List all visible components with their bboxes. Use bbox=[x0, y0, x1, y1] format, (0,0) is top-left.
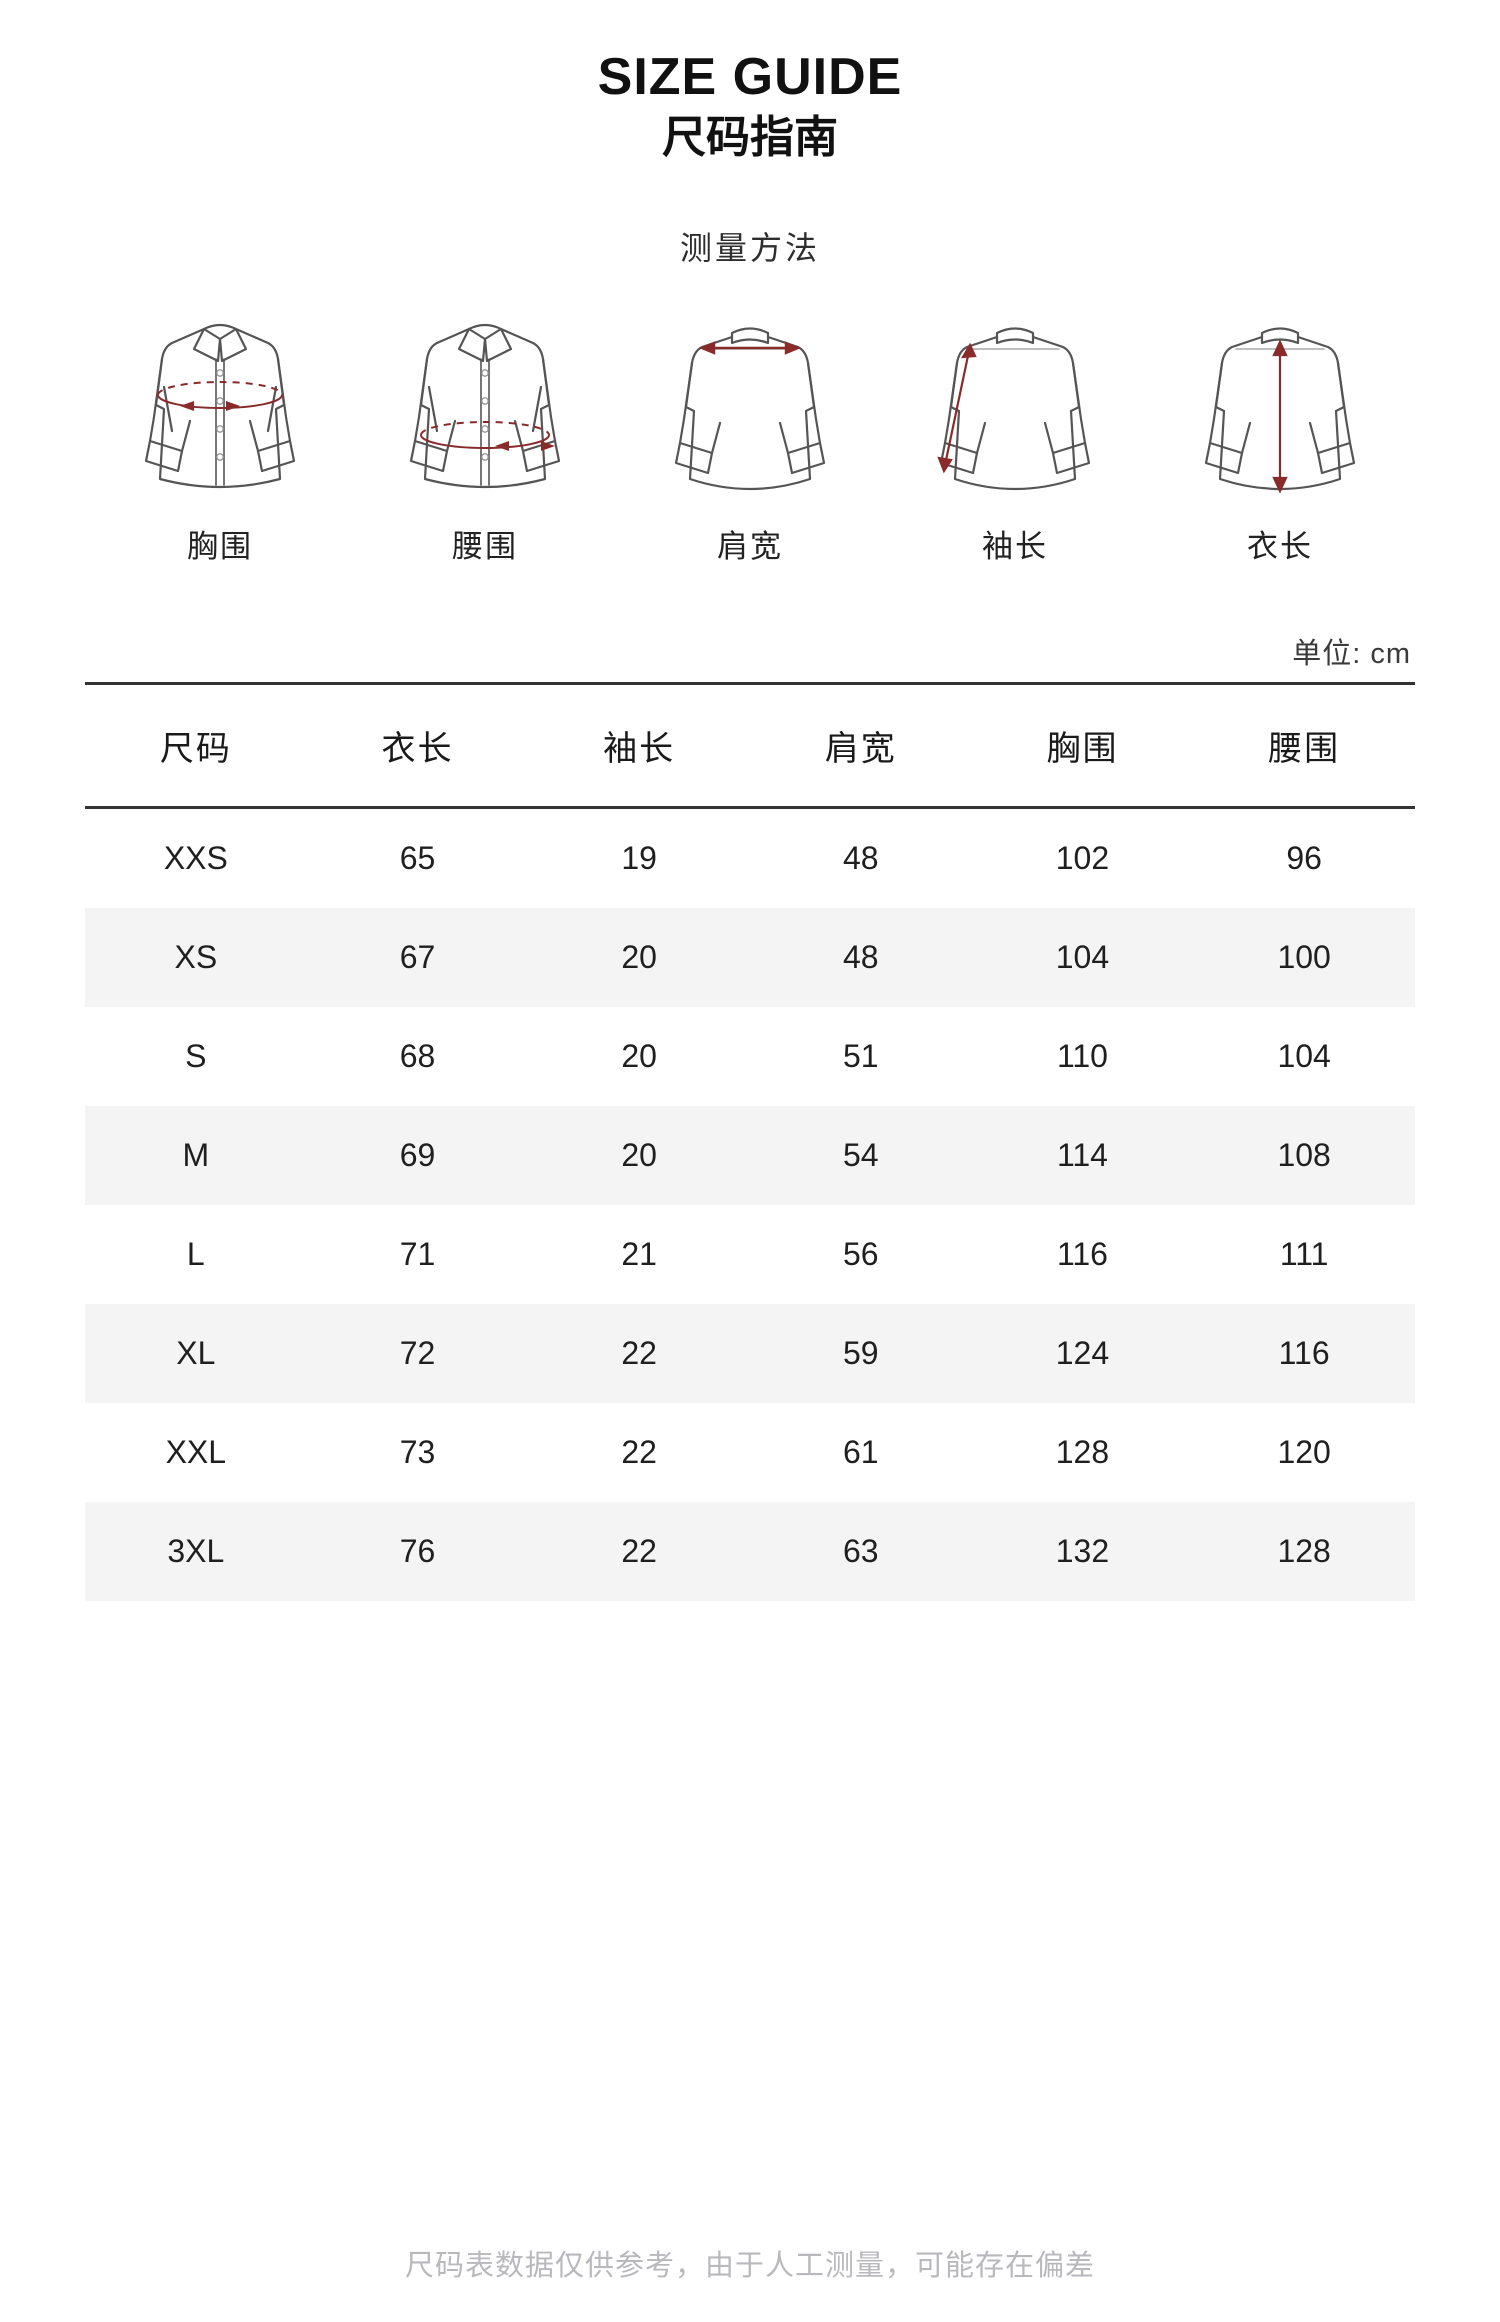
shirt-front-chest-ellipse-icon bbox=[120, 309, 320, 509]
cell-length: 71 bbox=[399, 1236, 436, 1273]
cell-sleeve: 22 bbox=[621, 1533, 657, 1570]
table-row: L 71 21 56 116 111 bbox=[85, 1205, 1415, 1304]
cell-sleeve: 20 bbox=[621, 939, 657, 976]
cell-size: XS bbox=[174, 939, 218, 976]
diagram-chest: 胸围 bbox=[95, 309, 345, 562]
table-header-row: 尺码 衣长 袖长 肩宽 胸围 腰围 bbox=[85, 683, 1415, 808]
column-header-sleeve: 袖长 bbox=[603, 730, 676, 769]
table-row: XXL 73 22 61 128 120 bbox=[85, 1403, 1415, 1502]
cell-size: L bbox=[186, 1236, 205, 1273]
page-title-cn: 尺码指南 bbox=[662, 113, 838, 163]
cell-length: 68 bbox=[399, 1038, 436, 1075]
cell-waist: 128 bbox=[1277, 1533, 1331, 1570]
column-header-size: 尺码 bbox=[159, 730, 232, 769]
cell-shoulder: 48 bbox=[843, 939, 879, 976]
diagram-length: 衣长 bbox=[1155, 309, 1405, 562]
cell-length: 73 bbox=[399, 1434, 436, 1471]
cell-shoulder: 48 bbox=[843, 840, 879, 877]
shirt-back-length-arrow-icon bbox=[1180, 309, 1380, 509]
cell-size: XL bbox=[176, 1335, 216, 1372]
diagram-shoulder: 肩宽 bbox=[625, 309, 875, 562]
cell-chest: 104 bbox=[1055, 939, 1110, 976]
page-header: SIZE GUIDE 尺码指南 测量方法 bbox=[85, 0, 1415, 269]
table-row: XL 72 22 59 124 116 bbox=[85, 1304, 1415, 1404]
cell-chest: 128 bbox=[1055, 1434, 1110, 1471]
cell-length: 67 bbox=[399, 939, 436, 976]
unit-label: 单位: cm bbox=[1292, 638, 1411, 671]
cell-sleeve: 22 bbox=[621, 1335, 657, 1372]
cell-shoulder: 61 bbox=[843, 1434, 879, 1471]
cell-waist: 111 bbox=[1279, 1236, 1329, 1273]
cell-shoulder: 63 bbox=[843, 1533, 879, 1570]
diagram-label-sleeve: 袖长 bbox=[982, 529, 1048, 565]
cell-shoulder: 59 bbox=[843, 1335, 879, 1372]
table-row: XS 67 20 48 104 100 bbox=[85, 908, 1415, 1008]
cell-shoulder: 54 bbox=[843, 1137, 879, 1174]
column-header-chest: 胸围 bbox=[1046, 730, 1119, 769]
shirt-back-shoulder-arrow-icon bbox=[650, 309, 850, 509]
cell-sleeve: 20 bbox=[621, 1038, 657, 1075]
column-header-waist: 腰围 bbox=[1268, 730, 1341, 769]
measurement-method-subtitle: 测量方法 bbox=[679, 230, 820, 267]
table-row: 3XL 76 22 63 132 128 bbox=[85, 1502, 1415, 1602]
cell-chest: 110 bbox=[1056, 1038, 1108, 1075]
cell-chest: 124 bbox=[1055, 1335, 1110, 1372]
cell-chest: 132 bbox=[1055, 1533, 1110, 1570]
cell-sleeve: 21 bbox=[621, 1236, 657, 1273]
column-header-shoulder: 肩宽 bbox=[824, 730, 897, 769]
cell-sleeve: 19 bbox=[621, 840, 657, 877]
disclaimer-note: 尺码表数据仅供参考，由于人工测量，可能存在偏差 bbox=[404, 2250, 1095, 2282]
cell-waist: 108 bbox=[1277, 1137, 1331, 1174]
cell-chest: 114 bbox=[1056, 1137, 1108, 1174]
cell-size: XXS bbox=[163, 840, 228, 877]
cell-chest: 102 bbox=[1055, 840, 1110, 877]
cell-waist: 100 bbox=[1277, 939, 1331, 976]
cell-length: 69 bbox=[399, 1137, 436, 1174]
cell-waist: 96 bbox=[1286, 840, 1322, 877]
cell-size: 3XL bbox=[167, 1533, 225, 1570]
page-title-en: SIZE GUIDE bbox=[597, 48, 903, 106]
cell-sleeve: 20 bbox=[621, 1137, 657, 1174]
cell-size: S bbox=[185, 1038, 207, 1075]
measurement-diagram-strip: 胸围 bbox=[85, 309, 1415, 562]
cell-waist: 116 bbox=[1278, 1335, 1330, 1372]
cell-size: M bbox=[182, 1137, 210, 1174]
diagram-waist: 腰围 bbox=[360, 309, 610, 562]
cell-chest: 116 bbox=[1056, 1236, 1108, 1273]
unit-row: 单位: cm bbox=[85, 630, 1415, 672]
diagram-label-waist: 腰围 bbox=[452, 529, 518, 565]
table-row: S 68 20 51 110 104 bbox=[85, 1007, 1415, 1106]
cell-length: 65 bbox=[399, 840, 436, 877]
cell-length: 72 bbox=[399, 1335, 436, 1372]
cell-shoulder: 56 bbox=[843, 1236, 879, 1273]
cell-length: 76 bbox=[399, 1533, 436, 1570]
column-header-length: 衣长 bbox=[381, 730, 454, 769]
cell-size: XXL bbox=[165, 1434, 227, 1471]
size-chart-body: XXS 65 19 48 102 96 XS 67 20 48 104 100 … bbox=[85, 808, 1415, 1602]
size-chart-table: 尺码 衣长 袖长 肩宽 胸围 腰围 XXS 65 19 48 102 96 XS… bbox=[85, 682, 1415, 1602]
diagram-label-length: 衣长 bbox=[1247, 529, 1313, 565]
shirt-front-waist-ellipse-icon bbox=[385, 309, 585, 509]
shirt-back-sleeve-arrow-icon bbox=[915, 309, 1115, 509]
table-row: XXS 65 19 48 102 96 bbox=[85, 808, 1415, 909]
diagram-sleeve: 袖长 bbox=[890, 309, 1140, 562]
diagram-label-shoulder: 肩宽 bbox=[717, 529, 783, 565]
cell-sleeve: 22 bbox=[621, 1434, 657, 1471]
cell-waist: 104 bbox=[1277, 1038, 1331, 1075]
size-chart-head: 尺码 衣长 袖长 肩宽 胸围 腰围 bbox=[85, 683, 1415, 808]
cell-shoulder: 51 bbox=[843, 1038, 879, 1075]
cell-waist: 120 bbox=[1277, 1434, 1331, 1471]
diagram-label-chest: 胸围 bbox=[187, 529, 253, 565]
table-row: M 69 20 54 114 108 bbox=[85, 1106, 1415, 1206]
